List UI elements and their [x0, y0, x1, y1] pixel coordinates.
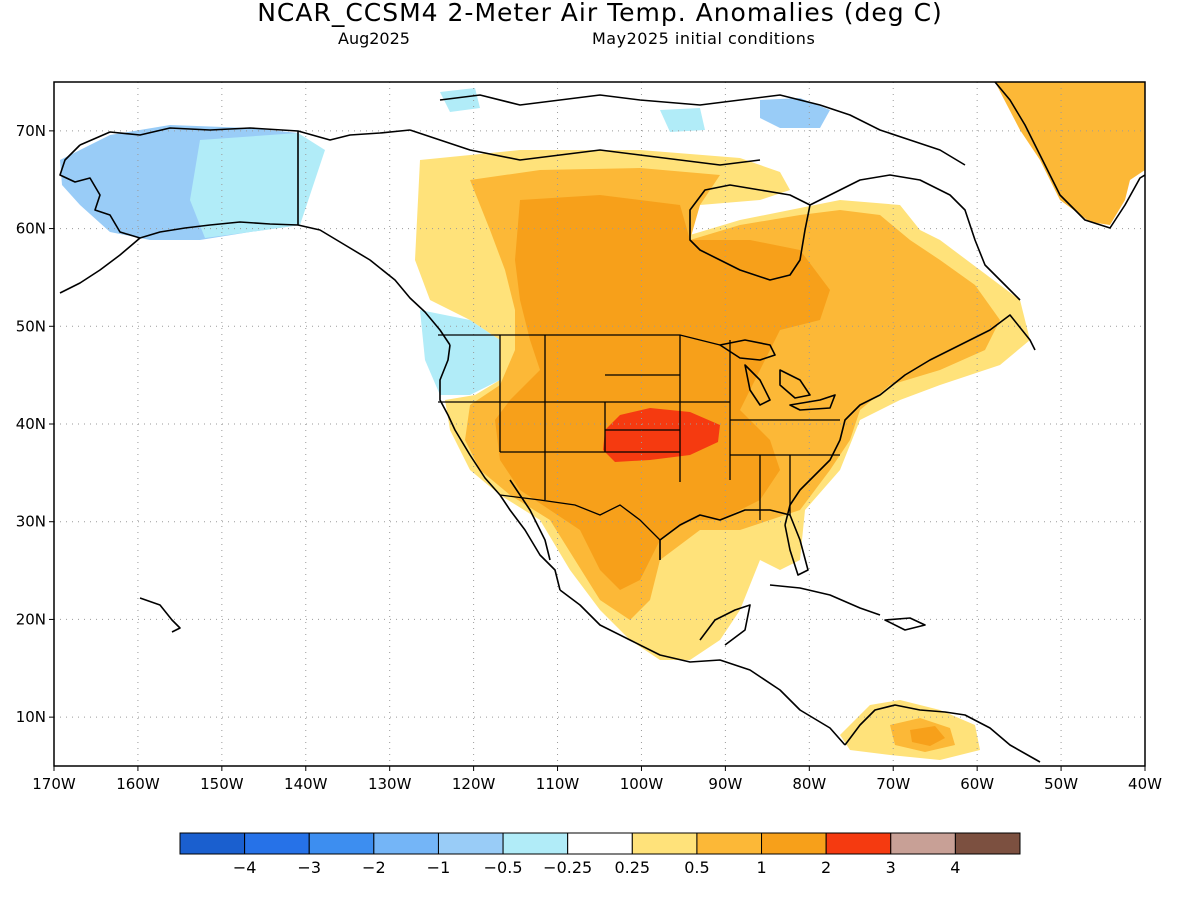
great-lakes [719, 339, 836, 411]
colorbar-label: −1 [427, 858, 451, 877]
lon-tick-label: 160W [116, 775, 160, 793]
latitude-axis: 10N 20N 30N 40N 50N 60N 70N [16, 122, 54, 726]
lon-tick-label: 120W [452, 775, 496, 793]
valid-month-label: Aug2025 [338, 29, 410, 48]
colorbar-swatch [373, 832, 439, 855]
colorbar-swatch [954, 832, 1021, 855]
alaska-west-coast [59, 144, 299, 239]
south-america-coast [844, 704, 1041, 763]
lon-tick-label: 140W [284, 775, 328, 793]
colorbar-label: −0.5 [484, 858, 523, 877]
yucatan [699, 604, 751, 646]
colorbar-swatch [308, 832, 375, 855]
colorbar-swatch [631, 832, 698, 855]
lon-tick-label: 110W [536, 775, 580, 793]
colorbar-swatch [567, 832, 633, 855]
colorbar-label: 1 [756, 858, 766, 877]
alaska-light-cool-region [190, 133, 325, 238]
init-conditions-label: May2025 initial conditions [592, 29, 816, 48]
greenland-warm [995, 82, 1145, 225]
colorbar: −4 −3 −2 −1 −0.5 −0.25 0.25 0.5 1 2 3 4 [179, 832, 1021, 877]
gulf-coast [659, 509, 809, 576]
map-title: NCAR_CCSM4 2-Meter Air Temp. Anomalies (… [257, 0, 943, 27]
lon-tick-label: 80W [792, 775, 826, 793]
colorbar-label: −3 [297, 858, 321, 877]
us-mexico-border [499, 494, 661, 541]
north-america-warm [495, 195, 830, 590]
colorbar-label: 0.25 [614, 858, 650, 877]
lon-tick-label: 90W [708, 775, 742, 793]
colorbar-label: −0.25 [543, 858, 592, 877]
hawaii [139, 597, 181, 633]
hudson-bay-coast [689, 184, 811, 281]
labrador-coast [809, 174, 1021, 301]
colorbar-label: −4 [233, 858, 257, 877]
political-borders [438, 334, 840, 541]
colorbar-label: −2 [362, 858, 386, 877]
lat-tick-label: 50N [16, 317, 46, 335]
baja-california [499, 479, 561, 591]
arctic-cool-patch-3 [660, 108, 705, 132]
mexico-west-coast [559, 589, 846, 746]
hispaniola [884, 617, 926, 631]
lat-tick-label: 60N [16, 220, 46, 238]
lon-tick-label: 60W [960, 775, 994, 793]
colorbar-swatch [825, 832, 892, 855]
lon-tick-label: 70W [876, 775, 910, 793]
cuba [769, 584, 881, 616]
colorbar-swatch [761, 832, 827, 855]
alaska-coast [79, 127, 451, 346]
colorbar-label: 3 [886, 858, 896, 877]
lon-tick-label: 100W [620, 775, 664, 793]
lon-tick-label: 150W [200, 775, 244, 793]
lat-tick-label: 30N [16, 513, 46, 531]
colorbar-label: 4 [950, 858, 960, 877]
lat-tick-label: 40N [16, 415, 46, 433]
colorbar-swatch [696, 832, 763, 855]
colorbar-swatch [502, 832, 569, 855]
lat-tick-label: 70N [16, 122, 46, 140]
longitude-axis: 170W 160W 150W 140W 130W 120W 110W 100W 90W 80W 70… [32, 766, 1162, 793]
alaska-peninsula [59, 237, 141, 294]
lon-tick-label: 40W [1128, 775, 1162, 793]
arctic-cool-patch-1 [440, 88, 480, 112]
lon-tick-label: 50W [1044, 775, 1078, 793]
colorbar-swatch [244, 832, 310, 855]
arctic-islands [409, 94, 966, 166]
coastlines [59, 82, 1145, 763]
us-state-lines [438, 335, 840, 520]
colorbar-swatch [890, 832, 956, 855]
lon-tick-label: 170W [32, 775, 76, 793]
south-america-warm-core [910, 726, 945, 746]
lat-tick-label: 10N [16, 708, 46, 726]
arctic-cool-patch-2 [760, 98, 830, 128]
greenland-coast [994, 82, 1145, 229]
colorbar-label: 2 [821, 858, 831, 877]
colorbar-swatch [179, 832, 246, 855]
us-east-coast [784, 314, 1036, 526]
lon-tick-label: 130W [368, 775, 412, 793]
lat-tick-label: 20N [16, 610, 46, 628]
central-plains-strong-warm [603, 408, 720, 462]
colorbar-label: 0.5 [684, 858, 709, 877]
anomaly-shading [60, 82, 1145, 760]
us-west-coast [439, 344, 501, 496]
colorbar-swatch [437, 832, 504, 855]
